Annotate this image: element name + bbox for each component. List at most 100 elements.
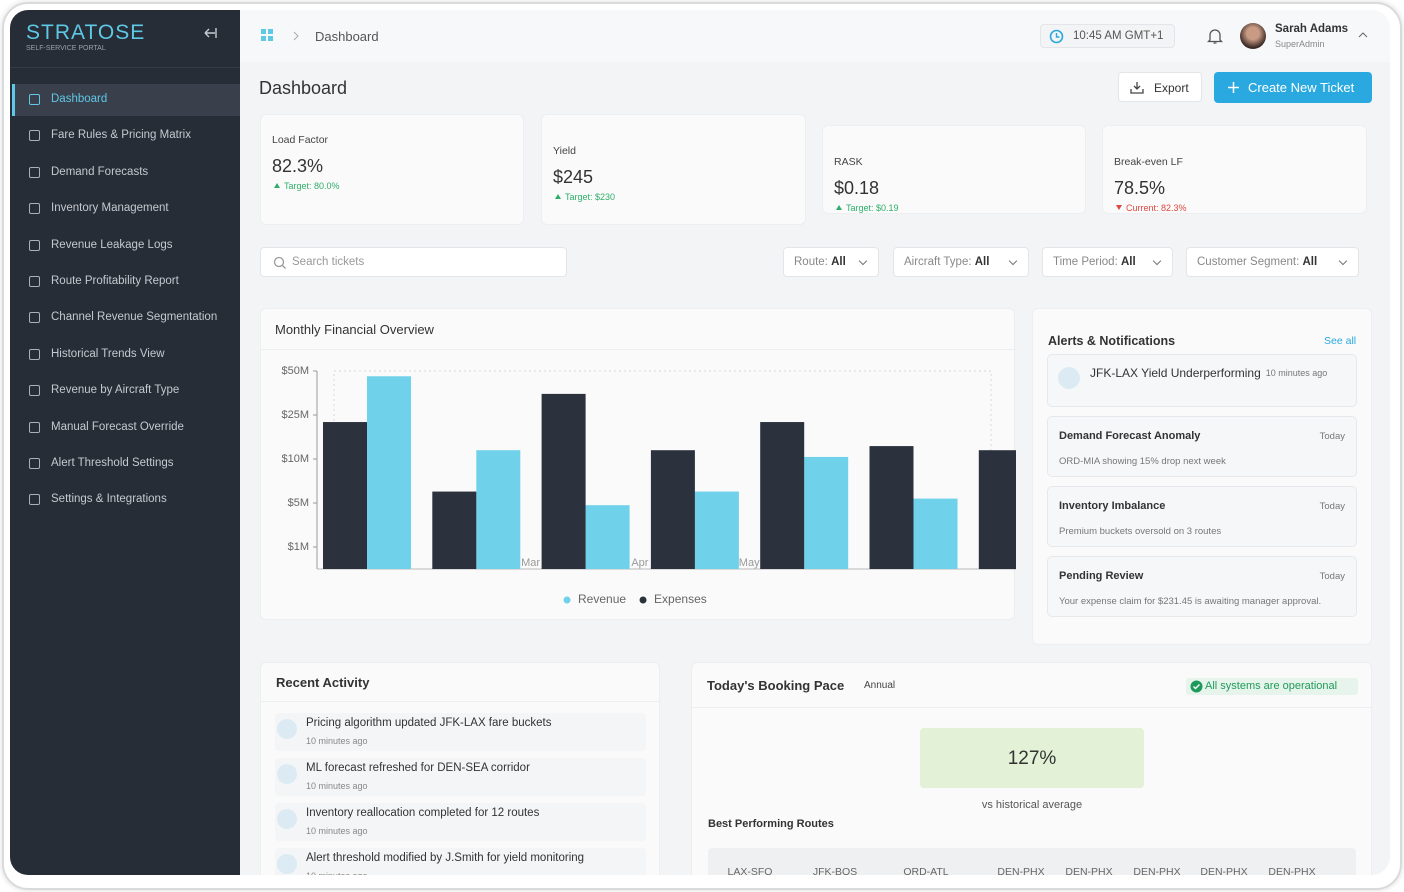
alert-title: JFK-LAX Yield Underperforming	[1090, 366, 1261, 380]
nav-label: Route Profitability Report	[51, 275, 179, 287]
nav-icon	[29, 421, 40, 433]
nav-item[interactable]: Settings & Integrations	[12, 484, 240, 516]
bar	[760, 422, 805, 569]
nav-item[interactable]: Dashboard	[12, 84, 240, 116]
alert-item[interactable]: Pending Review Today Your expense claim fo…	[1047, 556, 1357, 617]
avatar[interactable]	[1240, 23, 1266, 49]
caret	[858, 256, 868, 266]
export-button[interactable]: Export	[1118, 72, 1202, 102]
nav-label: Settings & Integrations	[51, 493, 167, 506]
activity-icon	[277, 809, 297, 829]
routes-title: Best Performing Routes	[708, 818, 834, 830]
collapse-icon[interactable]	[202, 26, 218, 40]
activity-text: Inventory reallocation completed for 12 …	[306, 807, 540, 819]
kpi-label: RASK	[834, 156, 863, 168]
activity-icon	[277, 854, 297, 874]
filter-value: All	[1302, 256, 1318, 268]
filter-dropdown[interactable]: Aircraft Type: All	[893, 247, 1029, 277]
kpi-value: $0.18	[834, 178, 880, 198]
nav-label: Channel Revenue Segmentation	[51, 311, 218, 324]
search-box[interactable]: Search tickets	[260, 247, 567, 277]
bar	[694, 491, 739, 569]
plus-icon	[1228, 82, 1239, 93]
kpi-note-text: Target: $230	[565, 192, 616, 202]
route-label: DEN-PHX	[997, 866, 1045, 875]
x-tick-label: Mar	[521, 557, 540, 569]
y-tick-label: $25M	[281, 409, 309, 421]
nav-item[interactable]: Fare Rules & Pricing Matrix	[12, 120, 240, 152]
nav-item[interactable]: Revenue by Aircraft Type	[12, 375, 240, 407]
filter-value: All	[831, 256, 846, 268]
nav-icon	[29, 312, 40, 324]
search-icon	[273, 256, 286, 269]
kpi-card: Yield $245 Target: $230	[541, 114, 806, 225]
pace-value: 127%	[1007, 748, 1057, 769]
nav-label: Alert Threshold Settings	[51, 457, 174, 469]
nav-icon	[29, 494, 40, 506]
kpi-note-text: Target: 80.0%	[284, 181, 340, 191]
filter-value: All	[1120, 256, 1136, 268]
filter-dropdown[interactable]: Customer Segment: All	[1186, 247, 1359, 277]
nav-label: Historical Trends View	[51, 347, 165, 360]
kpi-note: Target: $0.19	[836, 204, 899, 213]
activity-text: Pricing algorithm updated JFK-LAX fare b…	[306, 717, 552, 729]
user-name: Sarah Adams	[1275, 23, 1349, 35]
nav-item[interactable]: Historical Trends View	[12, 339, 240, 371]
bar	[804, 456, 849, 569]
user-role: SuperAdmin	[1275, 39, 1325, 49]
alert-item[interactable]: JFK-LAX Yield Underperforming 10 minutes …	[1047, 354, 1357, 407]
nav-item[interactable]: Inventory Management	[12, 193, 240, 225]
nav-label: Fare Rules & Pricing Matrix	[51, 129, 191, 142]
activity-item[interactable]: Alert threshold modified by J.Smith for …	[275, 848, 646, 875]
activity-icon	[277, 719, 297, 739]
alert-item[interactable]: Inventory Imbalance Today Premium buckets …	[1047, 486, 1357, 547]
nav-icon	[29, 203, 40, 215]
filter-value: All	[974, 256, 990, 268]
legend-swatch	[563, 596, 571, 604]
y-tick-label: $5M	[288, 497, 309, 509]
activity-item[interactable]: ML forecast refreshed for DEN-SEA corrid…	[275, 758, 646, 796]
alert-text: Your expense claim for $231.45 is awaiti…	[1059, 596, 1322, 607]
y-tick-label: $1M	[288, 541, 309, 553]
nav-icon	[29, 348, 40, 360]
nav-icon	[29, 385, 40, 397]
bar	[585, 505, 630, 569]
trend-arrow	[555, 194, 561, 199]
nav-item[interactable]: Demand Forecasts	[12, 157, 240, 189]
nav-item[interactable]: Manual Forecast Override	[12, 412, 240, 444]
filter-label: Route:	[794, 256, 828, 268]
route-label: LAX-SFO	[727, 866, 773, 875]
nav-label: Revenue by Aircraft Type	[51, 384, 180, 397]
bar	[541, 393, 586, 569]
activity-item[interactable]: Inventory reallocation completed for 12 …	[275, 803, 646, 841]
kpi-card: Break-even LF 78.5% Current: 82.3%	[1102, 125, 1367, 214]
kpi-note-text: Target: $0.19	[846, 203, 899, 213]
status-badge: All systems are operational	[1186, 678, 1358, 695]
bell-icon[interactable]	[1207, 27, 1223, 45]
create-ticket-button[interactable]: Create New Ticket	[1214, 72, 1372, 103]
nav-item[interactable]: Route Profitability Report	[12, 266, 240, 298]
alert-time: Today	[1319, 431, 1345, 442]
trend-arrow	[1116, 205, 1122, 210]
alert-item[interactable]: Demand Forecast Anomaly Today ORD-MIA show…	[1047, 416, 1357, 477]
alert-text: ORD-MIA showing 15% drop next week	[1059, 456, 1226, 467]
user-menu-caret[interactable]	[1358, 31, 1368, 39]
see-all-link[interactable]: See all	[1324, 335, 1357, 347]
booking-period: Annual	[864, 680, 896, 691]
filter-dropdown[interactable]: Time Period: All	[1042, 247, 1173, 277]
bar	[978, 450, 1016, 569]
alert-title: Inventory Imbalance	[1059, 500, 1166, 512]
nav-item[interactable]: Revenue Leakage Logs	[12, 230, 240, 262]
nav-item[interactable]: Channel Revenue Segmentation	[12, 302, 240, 334]
filter-label: Time Period:	[1053, 256, 1118, 268]
kpi-value: 78.5%	[1114, 178, 1166, 198]
nav-icon	[29, 458, 40, 469]
kpi-label: Break-even LF	[1114, 156, 1183, 168]
route-label: JFK-BOS	[812, 866, 858, 875]
kpi-note-text: Current: 82.3%	[1126, 203, 1187, 213]
home-icon[interactable]	[261, 29, 275, 43]
filter-dropdown[interactable]: Route: All	[783, 247, 879, 277]
activity-item[interactable]: Pricing algorithm updated JFK-LAX fare b…	[275, 713, 646, 751]
nav-item[interactable]: Alert Threshold Settings	[12, 448, 240, 480]
